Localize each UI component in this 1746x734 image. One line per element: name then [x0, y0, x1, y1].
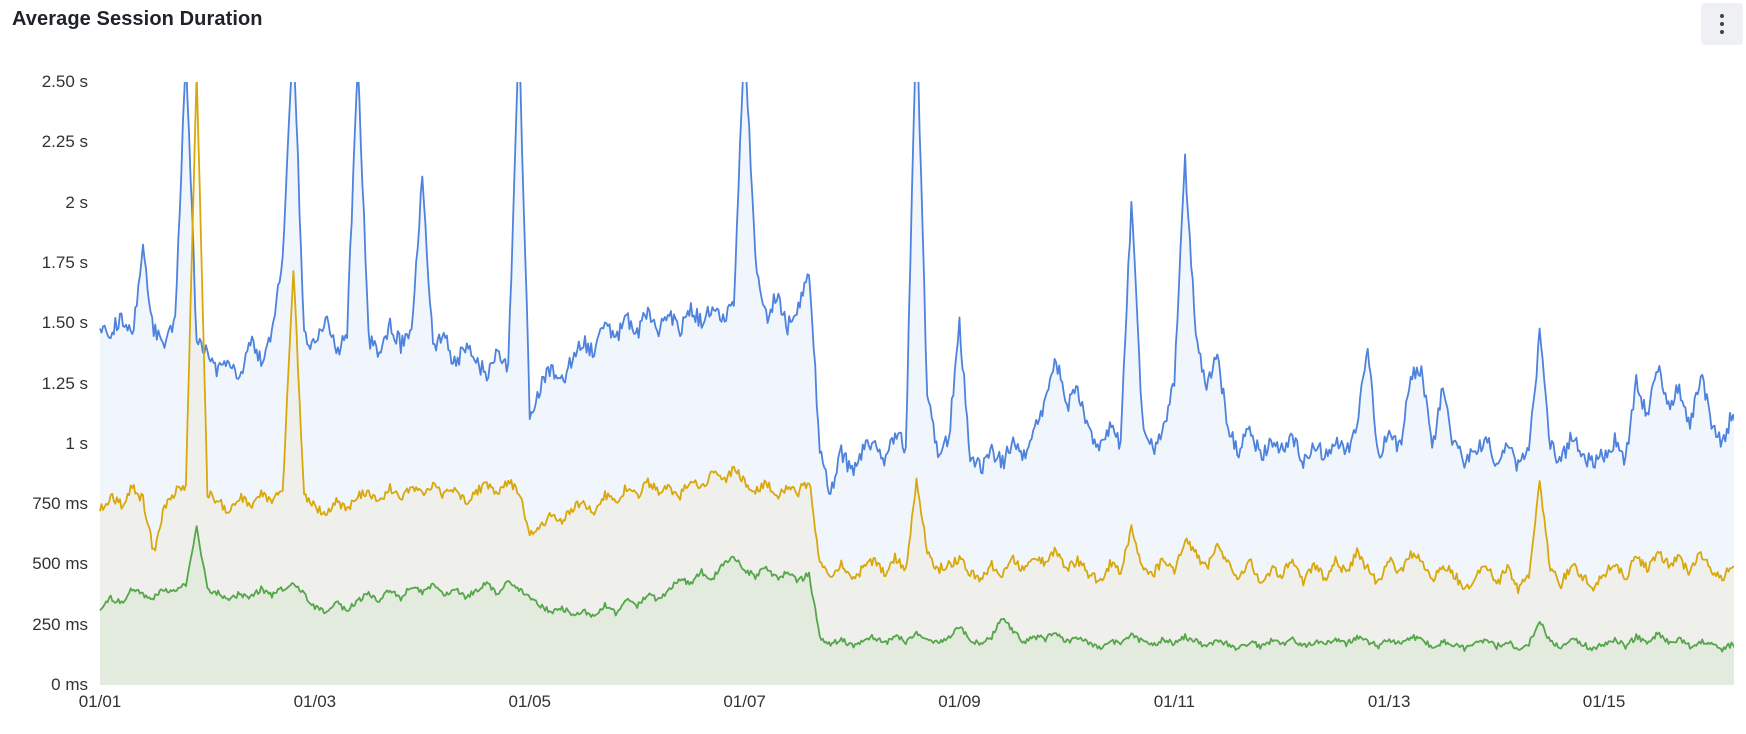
panel-menu-button[interactable]: [1701, 3, 1743, 45]
kebab-menu-icon: [1720, 14, 1724, 34]
panel-title: Average Session Duration: [12, 8, 263, 30]
panel-header: Average Session Duration: [0, 0, 1746, 46]
